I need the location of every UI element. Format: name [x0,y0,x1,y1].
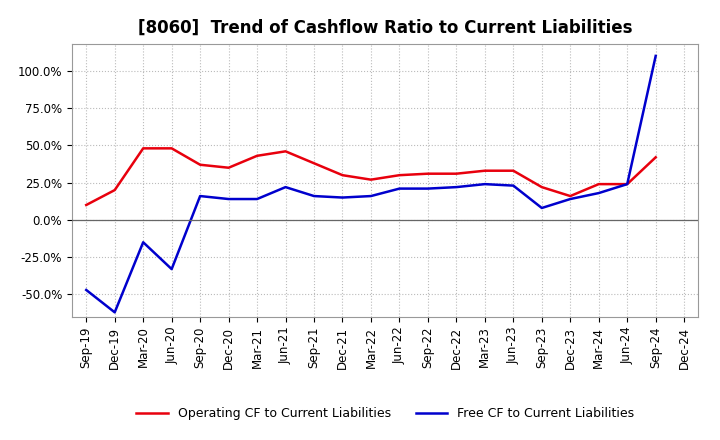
Operating CF to Current Liabilities [395,172,404,178]
Operating CF to Current Liabilities [652,154,660,160]
Free CF to Current Liabilities [652,53,660,59]
Operating CF to Current Liabilities [623,181,631,187]
Free CF to Current Liabilities [452,184,461,190]
Free CF to Current Liabilities [167,267,176,272]
Operating CF to Current Liabilities [338,172,347,178]
Free CF to Current Liabilities [338,195,347,200]
Operating CF to Current Liabilities [452,171,461,176]
Free CF to Current Liabilities [82,287,91,293]
Free CF to Current Liabilities [225,196,233,202]
Free CF to Current Liabilities [253,196,261,202]
Free CF to Current Liabilities [509,183,518,188]
Operating CF to Current Liabilities [566,194,575,199]
Operating CF to Current Liabilities [595,181,603,187]
Free CF to Current Liabilities [196,194,204,199]
Operating CF to Current Liabilities [196,162,204,167]
Free CF to Current Liabilities [423,186,432,191]
Free CF to Current Liabilities [566,196,575,202]
Line: Operating CF to Current Liabilities: Operating CF to Current Liabilities [86,148,656,205]
Operating CF to Current Liabilities [423,171,432,176]
Free CF to Current Liabilities [282,184,290,190]
Free CF to Current Liabilities [110,310,119,315]
Title: [8060]  Trend of Cashflow Ratio to Current Liabilities: [8060] Trend of Cashflow Ratio to Curren… [138,19,632,37]
Free CF to Current Liabilities [537,205,546,211]
Operating CF to Current Liabilities [167,146,176,151]
Operating CF to Current Liabilities [509,168,518,173]
Line: Free CF to Current Liabilities: Free CF to Current Liabilities [86,56,656,312]
Free CF to Current Liabilities [310,194,318,199]
Operating CF to Current Liabilities [480,168,489,173]
Operating CF to Current Liabilities [225,165,233,170]
Free CF to Current Liabilities [595,191,603,196]
Operating CF to Current Liabilities [82,202,91,208]
Free CF to Current Liabilities [366,194,375,199]
Operating CF to Current Liabilities [310,161,318,166]
Operating CF to Current Liabilities [366,177,375,182]
Free CF to Current Liabilities [623,181,631,187]
Free CF to Current Liabilities [395,186,404,191]
Free CF to Current Liabilities [139,240,148,245]
Operating CF to Current Liabilities [537,184,546,190]
Operating CF to Current Liabilities [253,153,261,158]
Legend: Operating CF to Current Liabilities, Free CF to Current Liabilities: Operating CF to Current Liabilities, Fre… [131,402,639,425]
Operating CF to Current Liabilities [282,149,290,154]
Operating CF to Current Liabilities [139,146,148,151]
Free CF to Current Liabilities [480,181,489,187]
Operating CF to Current Liabilities [110,187,119,193]
